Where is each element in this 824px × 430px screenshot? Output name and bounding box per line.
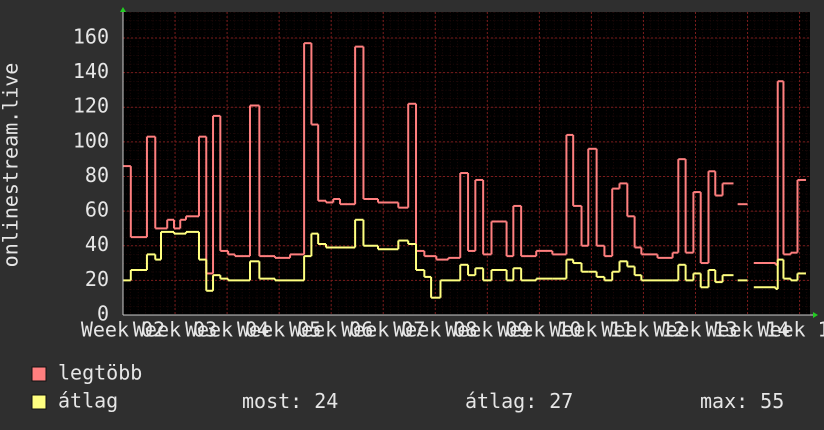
x-tick-label: Week 08 bbox=[393, 318, 477, 342]
lines bbox=[123, 42, 806, 299]
stat-label: max: bbox=[700, 389, 748, 413]
stat-value: 27 bbox=[549, 389, 573, 413]
x-tick-label: Week 05 bbox=[237, 318, 321, 342]
x-arrow bbox=[813, 312, 818, 318]
x-tick-label: Week 04 bbox=[185, 318, 269, 342]
y-tick-label: 80 bbox=[85, 163, 109, 187]
y-tick-label: 20 bbox=[85, 267, 109, 291]
stat-value: 24 bbox=[314, 389, 338, 413]
x-tick-label: Week 09 bbox=[445, 318, 529, 342]
x-tick-label: Week 06 bbox=[289, 318, 373, 342]
stat-value: 55 bbox=[760, 389, 784, 413]
stat: most: 24 bbox=[242, 389, 338, 413]
y-tick-label: 100 bbox=[73, 128, 109, 152]
y-tick-label: 140 bbox=[73, 59, 109, 83]
y-axis-label: onlinestream.live bbox=[0, 63, 23, 268]
y-arrow bbox=[120, 7, 126, 12]
y-tick-label: 60 bbox=[85, 198, 109, 222]
x-tick-label: Week 10 bbox=[497, 318, 581, 342]
legend-label: átlag bbox=[58, 389, 118, 413]
legend-label: legtöbb bbox=[58, 361, 142, 385]
y-tick-label: 0 bbox=[97, 302, 109, 326]
stat-label: most: bbox=[242, 389, 302, 413]
x-tick-label: Week 15 bbox=[757, 318, 824, 342]
x-tick-label: Week 14 bbox=[705, 318, 789, 342]
stat: max: 55 bbox=[700, 389, 784, 413]
x-tick-label: Week 02 bbox=[81, 318, 165, 342]
minor-grid bbox=[123, 12, 810, 315]
x-tick-label: Week 12 bbox=[601, 318, 685, 342]
stat-label: átlag: bbox=[465, 389, 537, 413]
stats: most: 24 átlag: 27 max: 55 bbox=[242, 389, 784, 413]
x-tick-label: Week 11 bbox=[549, 318, 633, 342]
legend: legtöbb átlag bbox=[31, 361, 142, 413]
x-tick-label: Week 07 bbox=[341, 318, 425, 342]
stat: átlag: 27 bbox=[465, 389, 573, 413]
legend-swatch bbox=[31, 366, 47, 382]
y-tick-label: 160 bbox=[73, 24, 109, 48]
y-tick-label: 40 bbox=[85, 232, 109, 256]
legend-swatch bbox=[31, 394, 47, 410]
y-tick-label: 120 bbox=[73, 94, 109, 118]
x-tick-label: Week 13 bbox=[653, 318, 737, 342]
x-tick-label: Week 03 bbox=[133, 318, 217, 342]
